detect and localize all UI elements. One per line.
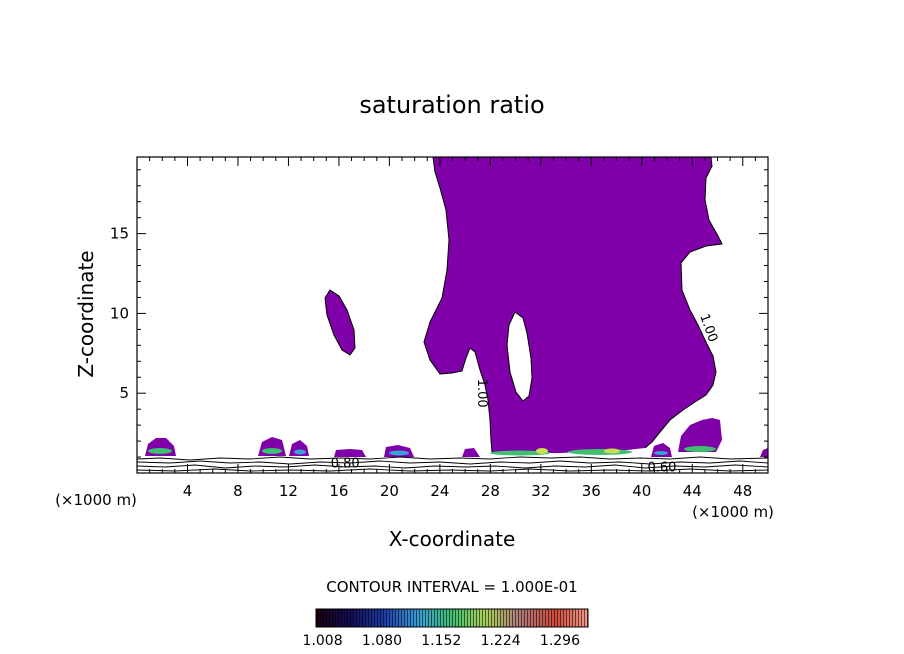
plot-area: 0.80 0.601.001.00 [137, 157, 768, 473]
x-tick-label: 44 [683, 482, 702, 500]
contour-value-label: 0.80 [331, 456, 360, 471]
x-tick-label: 28 [481, 482, 500, 500]
core-band [654, 451, 668, 455]
colorbar-frame [315, 608, 589, 628]
core-band [148, 448, 172, 454]
contour-line [423, 157, 493, 453]
core-band [604, 448, 620, 454]
surface-cell-4 [334, 449, 366, 457]
high-ratio-cores [148, 446, 716, 456]
chart-title: saturation ratio [359, 91, 544, 119]
supersaturation-boundary-contours [324, 157, 723, 453]
contour-line [137, 464, 768, 469]
contour-interval-text: CONTOUR INTERVAL = 1.000E-01 [326, 578, 577, 596]
x-tick-label: 32 [531, 482, 550, 500]
x-axis-label: X-coordinate [389, 527, 516, 551]
colorbar: 1.008 1.080 1.152 1.224 1.296 [303, 608, 589, 649]
x-tick-label: 12 [279, 482, 298, 500]
core-band [684, 446, 716, 452]
contour-line [506, 311, 533, 402]
x-unit-label-right: (×1000 m) [692, 503, 774, 521]
y-tick-label: 10 [110, 304, 129, 322]
core-band [568, 449, 632, 455]
colorbar-tick-label: 1.152 [421, 633, 461, 649]
core-band [389, 450, 409, 456]
x-tick-label: 40 [632, 482, 651, 500]
y-tick-label: 15 [110, 225, 129, 243]
contour-line [644, 157, 723, 449]
x-tick-label: 36 [582, 482, 601, 500]
x-tick-label: 8 [233, 482, 243, 500]
colorbar-tick-label: 1.008 [303, 633, 343, 649]
core-band [262, 448, 282, 454]
supersaturated-region-main [424, 157, 722, 453]
surface-cell-8 [760, 448, 768, 457]
colorbar-tick-labels: 1.008 1.080 1.152 1.224 1.296 [303, 633, 581, 649]
x-unit-label-left: (×1000 m) [55, 491, 137, 509]
contour-line [137, 456, 768, 461]
core-band [536, 448, 548, 454]
x-tick-label: 20 [380, 482, 399, 500]
x-tick-label: 24 [430, 482, 449, 500]
core-band [490, 450, 550, 456]
colorbar-tick-label: 1.296 [540, 633, 580, 649]
contour-line [324, 289, 356, 356]
y-axis-label: Z-coordinate [74, 250, 98, 377]
contour-value-label: 1.00 [474, 379, 489, 408]
supersaturated-region-right-low [678, 418, 722, 452]
surface-cell-6 [462, 448, 480, 457]
colorbar-bin-lines [316, 609, 588, 627]
contour-line [137, 460, 768, 465]
x-tick-label: 48 [733, 482, 752, 500]
y-tick-label: 5 [119, 384, 129, 402]
colorbar-tick-label: 1.080 [362, 633, 402, 649]
colorbar-tick-label: 1.224 [481, 633, 521, 649]
supersaturated-region-isolated [325, 290, 355, 355]
x-tick-label: 4 [183, 482, 193, 500]
x-tick-label: 16 [329, 482, 348, 500]
core-band [294, 449, 306, 455]
near-surface-cells [145, 437, 768, 457]
